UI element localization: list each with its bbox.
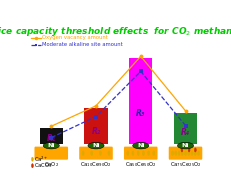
Text: Ni: Ni — [182, 143, 189, 148]
Text: Ni: Ni — [137, 143, 145, 148]
Text: Ni: Ni — [92, 143, 100, 148]
Circle shape — [153, 151, 155, 155]
Text: Moderate alkaline site amount: Moderate alkaline site amount — [42, 42, 123, 47]
Ellipse shape — [177, 142, 194, 149]
Circle shape — [191, 151, 193, 155]
Text: R₃: R₃ — [136, 109, 145, 118]
Bar — [174, 113, 197, 144]
Circle shape — [142, 151, 144, 155]
FancyBboxPatch shape — [169, 147, 202, 160]
Circle shape — [32, 164, 33, 168]
Text: Ca$_{50}$Ce$_{50}$O$_2$: Ca$_{50}$Ce$_{50}$O$_2$ — [125, 160, 157, 169]
Circle shape — [127, 151, 129, 155]
Text: R₄: R₄ — [181, 128, 190, 137]
Circle shape — [108, 151, 110, 155]
Ellipse shape — [133, 142, 149, 149]
Text: CaCO$_3$: CaCO$_3$ — [34, 161, 53, 170]
Ellipse shape — [43, 142, 59, 149]
Text: Ca$^{2+}$: Ca$^{2+}$ — [34, 155, 49, 164]
Circle shape — [91, 151, 93, 155]
Circle shape — [188, 151, 190, 155]
Text: Ca$_{10}$Ce$_{90}$O$_2$: Ca$_{10}$Ce$_{90}$O$_2$ — [80, 160, 112, 169]
Text: R₁: R₁ — [47, 134, 56, 143]
Text: Ca$_{75}$Ce$_{25}$O$_2$: Ca$_{75}$Ce$_{25}$O$_2$ — [170, 160, 201, 169]
Circle shape — [132, 151, 134, 155]
Circle shape — [181, 151, 183, 155]
Bar — [129, 58, 152, 144]
Bar — [84, 108, 108, 144]
Text: R₂: R₂ — [91, 127, 101, 136]
Circle shape — [175, 151, 177, 155]
Circle shape — [181, 148, 183, 152]
Text: Oxygen vacancy amount: Oxygen vacancy amount — [42, 35, 108, 40]
Circle shape — [172, 151, 173, 155]
FancyBboxPatch shape — [79, 147, 113, 160]
Circle shape — [148, 151, 149, 155]
Text: Ni: Ni — [48, 143, 55, 148]
Text: Lattice capacity threshold effects  for CO$_2$ methanation: Lattice capacity threshold effects for C… — [0, 25, 231, 38]
Ellipse shape — [88, 142, 104, 149]
Circle shape — [185, 151, 186, 155]
Bar — [40, 128, 63, 144]
Circle shape — [99, 151, 101, 155]
Circle shape — [198, 151, 200, 155]
FancyBboxPatch shape — [34, 147, 68, 160]
Circle shape — [82, 151, 84, 155]
FancyBboxPatch shape — [124, 147, 158, 160]
Circle shape — [32, 157, 33, 161]
Circle shape — [194, 151, 196, 155]
Text: CeO$_2$: CeO$_2$ — [44, 160, 59, 169]
Circle shape — [137, 151, 139, 155]
Circle shape — [178, 151, 180, 155]
Circle shape — [188, 148, 190, 152]
Circle shape — [195, 148, 196, 152]
